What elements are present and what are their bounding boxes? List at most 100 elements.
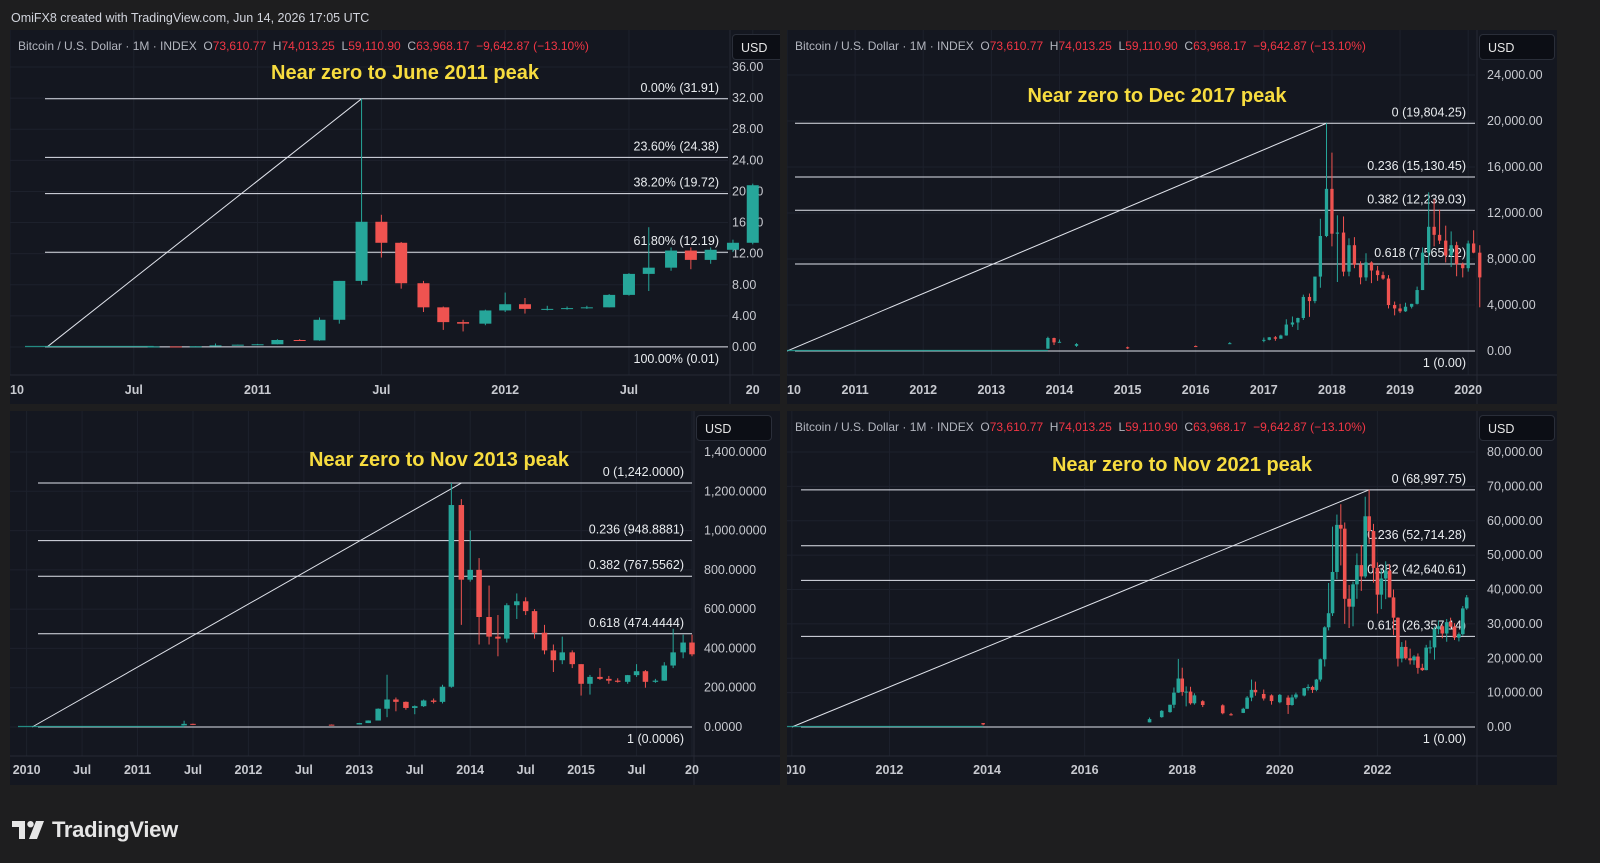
candle-body (597, 676, 603, 679)
candle-body (514, 601, 520, 606)
candle-body (531, 611, 538, 633)
legend-low: 59,110.90 (1125, 420, 1178, 434)
x-tick-label: 2018 (1168, 763, 1196, 777)
candle-body (1387, 570, 1392, 598)
candle (633, 664, 640, 677)
fib-trend-line (46, 98, 362, 348)
x-tick-label: 2020 (1454, 383, 1482, 397)
y-tick-label: 800.0000 (704, 563, 756, 577)
candle (1269, 694, 1274, 705)
y-tick-label: 32.00 (732, 91, 763, 105)
candle-body (1052, 338, 1056, 343)
chart-canvas[interactable]: 36.0032.0028.0024.0020.0016.0012.008.004… (10, 30, 780, 404)
candle (1220, 704, 1225, 715)
candle (726, 239, 739, 253)
fib-level-label: 23.60% (24.38) (634, 139, 719, 153)
fib-level-label: 1 (0.00) (1423, 732, 1466, 746)
candle-body (169, 346, 182, 348)
candle-body (420, 700, 427, 707)
candle (1403, 640, 1408, 660)
legend-low-label: L (1118, 420, 1126, 434)
chart-panel-dec-2017[interactable]: 24,000.00 20,000.00 16,000.00 12,000.00 8,00… (787, 30, 1557, 404)
candle-body (1229, 714, 1233, 716)
x-tick-label: Jul (372, 383, 390, 397)
candle (209, 343, 222, 347)
candle-body (499, 304, 512, 311)
candle (1371, 523, 1376, 583)
fib-retracement: 0 (19,804.25) 0.236 (15,130.45) 0.382 (12,… (787, 105, 1475, 370)
x-tick-label: 2010 (10, 383, 24, 397)
candle (1253, 681, 1258, 696)
candle-body (1184, 691, 1188, 693)
currency-button[interactable]: USD (1479, 415, 1555, 441)
x-axis: 2010 Jul 2011 Jul 2012 Jul 20 (10, 383, 760, 397)
fib-trend-line (787, 122, 1327, 352)
legend-open: 73,610.77 (989, 420, 1044, 434)
candle-body (1464, 597, 1469, 609)
candle (541, 305, 554, 311)
x-tick-label: 2019 (1386, 383, 1414, 397)
candle-body (661, 665, 668, 681)
candle-body (251, 344, 264, 346)
fib-level-label: 0.382 (767.5562) (589, 558, 684, 572)
chart-canvas[interactable]: 80,000.00 70,000.00 60,000.00 50,000.00 40,0… (787, 411, 1557, 785)
y-tick-label: 200.0000 (704, 681, 756, 695)
currency-button[interactable]: USD (1479, 34, 1555, 60)
legend-close-label: C (1184, 39, 1194, 53)
candle-body (1330, 571, 1335, 614)
currency-button[interactable]: USD (696, 415, 772, 441)
candle-body (439, 686, 446, 702)
chart-panel-nov-2021[interactable]: 80,000.00 70,000.00 60,000.00 50,000.00 40,0… (787, 411, 1557, 785)
candle-body (1302, 688, 1307, 696)
y-tick-label: 8.00 (732, 278, 756, 292)
candle-body (1046, 338, 1050, 349)
candle (1379, 569, 1384, 610)
x-tick-label: 2010 (787, 383, 801, 397)
candle-body (1057, 341, 1062, 343)
candle-body (458, 505, 465, 580)
candle (1396, 617, 1400, 667)
y-tick-label: 400.0000 (704, 641, 756, 655)
currency-button[interactable]: USD (732, 34, 780, 60)
candle-body (1306, 686, 1310, 689)
candle-body (1471, 243, 1476, 253)
x-axis: 2010 2011 2012 2013 2014 2015 2016 2017 2018 2019… (787, 383, 1482, 397)
tradingview-logo[interactable]: TradingView (12, 817, 178, 843)
candle (1347, 238, 1351, 277)
candle (1347, 585, 1351, 628)
candle (1392, 301, 1397, 316)
candle-body (541, 308, 554, 310)
candle (1355, 553, 1359, 599)
candle (1318, 658, 1323, 682)
candle-body (1449, 245, 1453, 256)
chart-panel-june-2011[interactable]: 36.0032.0028.0024.0020.0016.0012.008.004… (10, 30, 780, 404)
candle-body (1403, 306, 1408, 312)
candle (476, 558, 482, 645)
x-tick-label: 2022 (1364, 763, 1392, 777)
x-tick-label: 2012 (876, 763, 904, 777)
candle (1046, 336, 1050, 349)
x-tick-label: Jul (406, 763, 424, 777)
chart-canvas[interactable]: 1,400.0000 1,200.0000 1,000.0000 800.0000 60… (10, 411, 780, 785)
candle (403, 701, 409, 710)
candle (1290, 694, 1294, 706)
candle (1369, 261, 1374, 284)
candle-body (704, 249, 717, 260)
legend-low-label: L (341, 39, 349, 53)
candle (1192, 693, 1197, 705)
candle-body (448, 505, 455, 687)
candle (333, 280, 346, 324)
chart-panel-nov-2013[interactable]: 1,400.0000 1,200.0000 1,000.0000 800.0000 60… (10, 411, 780, 785)
candle-body (430, 700, 437, 702)
candle (1437, 209, 1442, 245)
candle (518, 298, 531, 314)
candle-body (1461, 264, 1465, 269)
candle (1359, 545, 1364, 591)
candle-body (1188, 691, 1193, 704)
candle-body (1367, 516, 1371, 532)
candle (169, 346, 182, 348)
candle (1284, 319, 1288, 336)
candle (1416, 653, 1420, 674)
chart-canvas[interactable]: 24,000.00 20,000.00 16,000.00 12,000.00 8,00… (787, 30, 1557, 404)
candle-body (271, 340, 284, 345)
